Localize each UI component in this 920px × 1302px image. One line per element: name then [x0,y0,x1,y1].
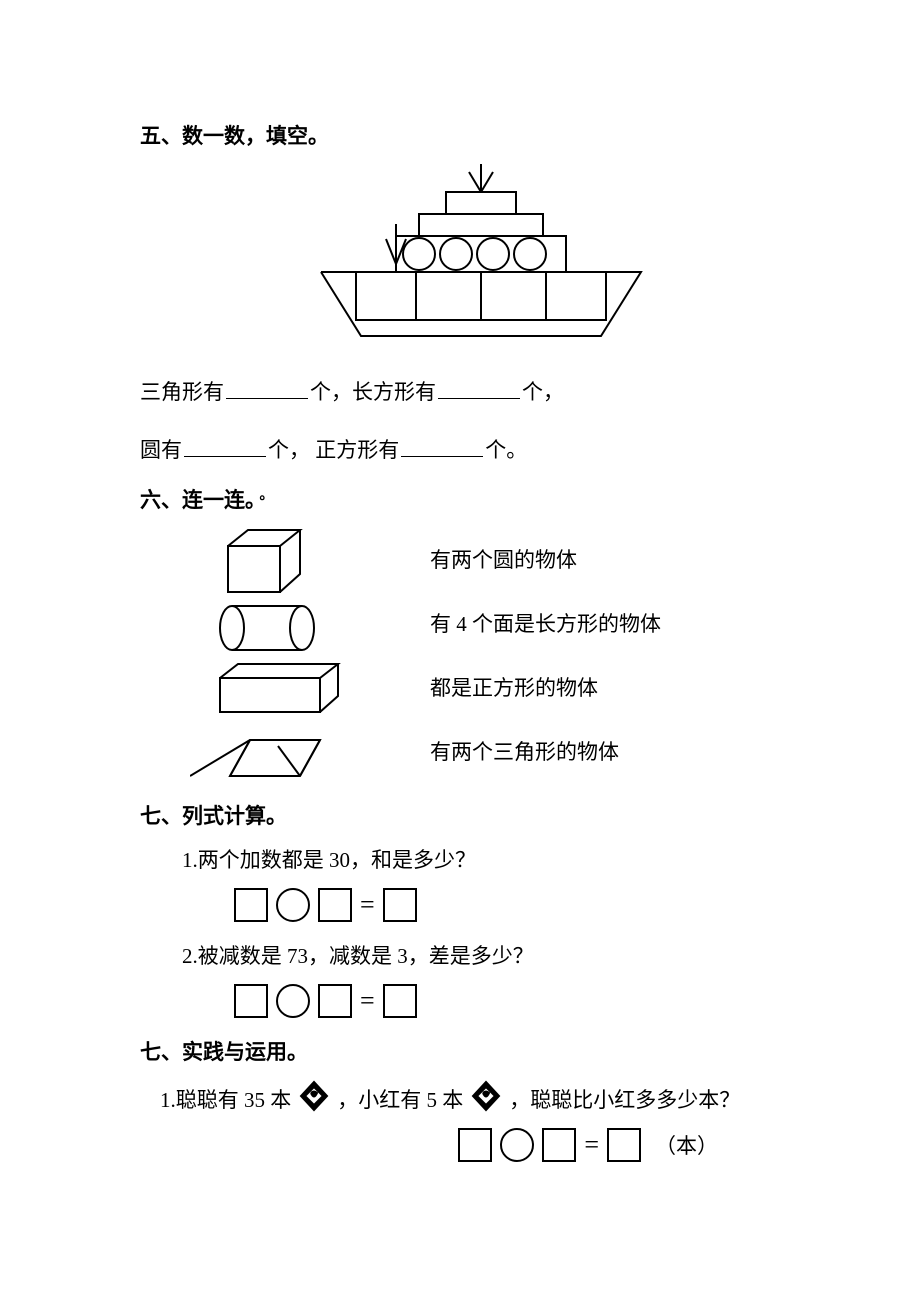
eq3-op[interactable] [500,1128,534,1162]
s5-l1-a: 三角形有 [140,380,224,404]
s5-l2-a: 圆有 [140,438,182,462]
cuboid-icon [220,664,338,712]
boat-diagram [182,164,780,359]
s5-l1-c: 个， [522,380,564,404]
cylinder-icon [220,606,314,650]
s5-l1-b: 个，长方形有 [310,380,436,404]
s5-l2-b: 个， 正方形有 [268,438,399,462]
desc-0: 有两个圆的物体 [430,544,780,574]
eq1-box1[interactable] [234,888,268,922]
s7b-eq: = （本） [140,1128,718,1162]
eq2-box2[interactable] [318,984,352,1018]
blank-rectangle-count[interactable] [438,380,520,399]
s6-heading-text: 六、连一连。 [140,488,256,512]
eq2-op[interactable] [276,984,310,1018]
cube-icon [228,530,300,592]
eq3-box3[interactable] [607,1128,641,1162]
s7b-p2: ，聪聪比小红多多少本？ [509,1084,740,1114]
notebook-icon [297,1080,331,1118]
desc-1: 有 4 个面是长方形的物体 [430,608,780,638]
section5-heading: 五、数一数，填空。 [140,120,780,150]
eq1-box2[interactable] [318,888,352,922]
eq2-box3[interactable] [383,984,417,1018]
match-shapes-col [190,528,390,793]
s7b-p1: ，小红有 5 本 [337,1084,463,1114]
eq1-box3[interactable] [383,888,417,922]
s7a-q2: 2.被减数是 73，减数是 3，差是多少？ [182,940,780,970]
desc-3: 有两个三角形的物体 [430,736,780,766]
match-labels-col: 有两个圆的物体 有 4 个面是长方形的物体 都是正方形的物体 有两个三角形的物体 [430,528,780,800]
section6-heading: 六、连一连。。 [140,484,780,514]
s7a-q1: 1.两个加数都是 30，和是多少？ [182,844,780,874]
eq3-box1[interactable] [458,1128,492,1162]
blank-circle-count[interactable] [184,438,266,457]
section7a-heading: 七、列式计算。 [140,800,780,830]
s6-mark: 。 [260,488,274,503]
eq1-op[interactable] [276,888,310,922]
eq1-equals: = [360,890,375,920]
worksheet-page: 五、数一数，填空。 [0,0,920,1302]
eq2-equals: = [360,986,375,1016]
s7b-p0: 1.聪聪有 35 本 [160,1084,291,1114]
desc-2: 都是正方形的物体 [430,672,780,702]
match-row: 有两个圆的物体 有 4 个面是长方形的物体 都是正方形的物体 有两个三角形的物体 [140,528,780,800]
blank-triangle-count[interactable] [226,380,308,399]
section5-line1: 三角形有 个，长方形有 个， [140,367,780,417]
notebook-icon-2 [469,1080,503,1118]
eq3-unit: （本） [655,1130,718,1160]
section5-line2: 圆有 个， 正方形有 个。 [140,425,780,475]
blank-square-count[interactable] [401,438,483,457]
s5-l2-c: 个。 [485,438,527,462]
section7b-heading: 七、实践与运用。 [140,1036,780,1066]
s7b-q1: 1.聪聪有 35 本 ，小红有 5 本 ，聪聪比小红多多少本？ [160,1080,780,1118]
s7a-eq1: = [230,888,780,922]
prism-icon [190,740,320,776]
eq3-box2[interactable] [542,1128,576,1162]
eq2-box1[interactable] [234,984,268,1018]
eq3-equals: = [584,1130,599,1160]
s7a-eq2: = [230,984,780,1018]
